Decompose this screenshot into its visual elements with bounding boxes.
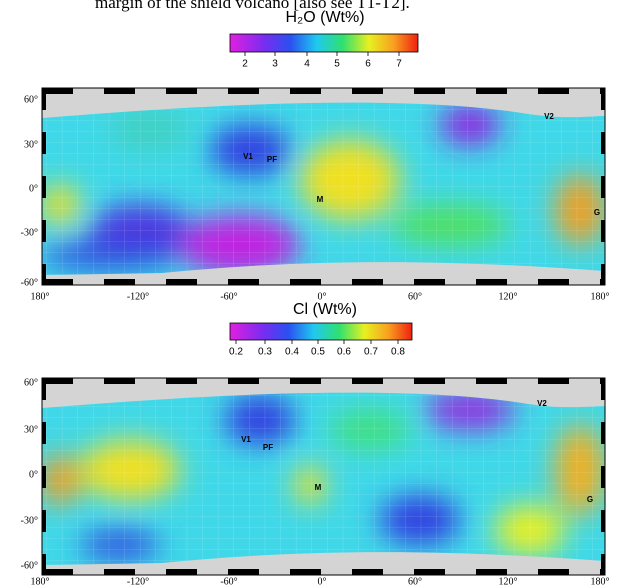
longitude-label: 120° xyxy=(499,576,518,587)
colorbar-tick-label: 4 xyxy=(304,59,310,70)
map xyxy=(40,378,605,575)
colorbar-tick-label: 2 xyxy=(242,59,248,70)
map-annotation: V2 xyxy=(537,399,547,408)
map-data xyxy=(40,88,605,285)
longitude-label: -120° xyxy=(127,291,149,302)
latitude-label: 30° xyxy=(24,139,38,150)
figure: margin of the shield volcano [also see T… xyxy=(0,0,617,587)
longitude-label: -60° xyxy=(220,576,237,587)
longitude-label: -120° xyxy=(127,576,149,587)
colorbar-title: Cl (Wt%) xyxy=(293,301,357,318)
colorbar-tick-label: 0.5 xyxy=(311,347,325,358)
map-annotation: V1 xyxy=(241,435,251,444)
longitude-label: 180° xyxy=(591,291,610,302)
longitude-label: 180° xyxy=(31,291,50,302)
longitude-label: -60° xyxy=(220,291,237,302)
longitude-label: 180° xyxy=(591,576,610,587)
colorbar xyxy=(230,34,418,52)
longitude-label: 180° xyxy=(31,576,50,587)
colorbar-tick-label: 0.7 xyxy=(364,347,378,358)
latitude-label: -60° xyxy=(21,560,38,571)
latitude-label: 60° xyxy=(24,94,38,105)
colorbar-tick-label: 6 xyxy=(365,59,371,70)
colorbar-tick-label: 0.6 xyxy=(337,347,351,358)
latitude-label: 0° xyxy=(29,469,38,480)
map-annotation: V1 xyxy=(243,152,253,161)
latitude-label: -30° xyxy=(21,227,38,238)
map-grid xyxy=(42,88,605,285)
colorbar xyxy=(230,323,412,340)
colorbar-tick-label: 7 xyxy=(396,59,402,70)
colorbar-tick-label: 0.8 xyxy=(391,347,405,358)
map-annotation: M xyxy=(315,483,322,492)
latitude-label: 30° xyxy=(24,424,38,435)
colorbar-tick-label: 0.4 xyxy=(285,347,299,358)
map-annotation: V2 xyxy=(544,112,554,121)
latitude-label: 60° xyxy=(24,377,38,388)
map-annotation: G xyxy=(594,208,600,217)
colorbar-title: H₂O (Wt%) xyxy=(285,9,364,26)
longitude-label: 120° xyxy=(499,291,518,302)
latitude-label: -60° xyxy=(21,277,38,288)
latitude-label: -30° xyxy=(21,515,38,526)
colorbar-tick-label: 5 xyxy=(334,59,340,70)
map-annotation: PF xyxy=(267,155,277,164)
map-data xyxy=(40,378,605,575)
colorbar-tick-label: 0.2 xyxy=(229,347,243,358)
map-annotation: M xyxy=(317,195,324,204)
map-grid xyxy=(42,378,605,575)
map xyxy=(40,88,605,285)
colorbar-tick-label: 0.3 xyxy=(258,347,272,358)
longitude-label: 60° xyxy=(408,576,422,587)
colorbar-tick-label: 3 xyxy=(272,59,278,70)
longitude-label: 60° xyxy=(408,291,422,302)
map-annotation: PF xyxy=(263,443,273,452)
map-annotation: G xyxy=(587,495,593,504)
latitude-label: 0° xyxy=(29,183,38,194)
longitude-label: 0° xyxy=(318,576,327,587)
